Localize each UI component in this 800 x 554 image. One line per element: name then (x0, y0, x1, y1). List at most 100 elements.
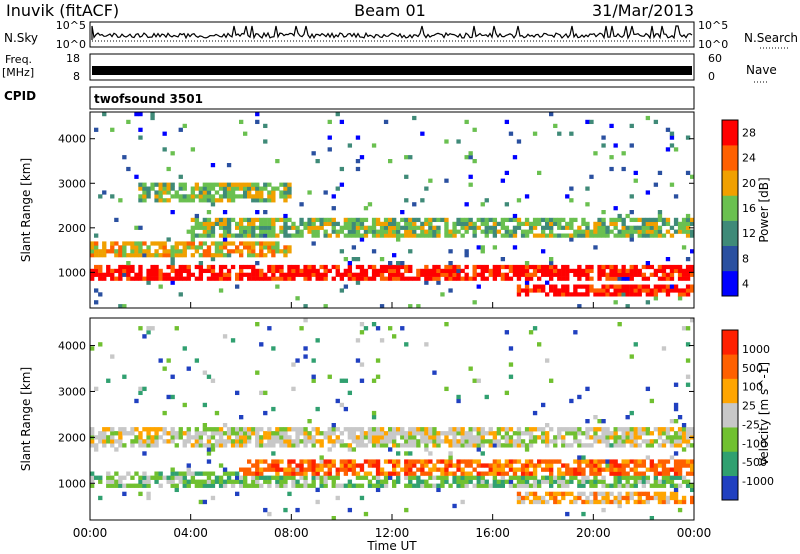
heatmap-cell (392, 233, 397, 238)
heatmap-cell (218, 198, 224, 203)
heatmap-cell (685, 358, 691, 363)
heatmap-cell (247, 194, 252, 199)
heatmap-cell (347, 264, 353, 270)
heatmap-cell (263, 475, 268, 480)
heatmap-cell (222, 229, 228, 234)
heatmap-cell (532, 233, 538, 238)
heatmap-cell (460, 427, 465, 432)
heatmap-cell (492, 268, 498, 274)
heatmap-cell (174, 241, 179, 246)
heatmap-cell (673, 439, 679, 444)
heatmap-cell (537, 217, 542, 223)
heatmap-cell (537, 342, 542, 347)
heatmap-cell (464, 253, 469, 258)
heatmap-cell (625, 499, 630, 505)
heatmap-cell (416, 268, 421, 274)
heatmap-cell (690, 463, 695, 468)
y-tick-label: 2000 (58, 222, 86, 235)
heatmap-cell (685, 213, 691, 219)
heatmap-cell (545, 268, 550, 274)
heatmap-cell (311, 241, 316, 246)
colorbar-swatch (722, 195, 738, 221)
heatmap-cell (460, 499, 465, 505)
heatmap-cell (118, 483, 123, 488)
heatmap-cell (206, 374, 212, 379)
heatmap-cell (408, 249, 413, 254)
heatmap-cell (247, 272, 252, 277)
heatmap-cell (581, 268, 586, 274)
heatmap-cell (154, 479, 159, 484)
heatmap-cell (323, 233, 328, 238)
heatmap-cell (311, 483, 316, 488)
heatmap-cell (291, 276, 296, 281)
heatmap-cell (122, 264, 127, 270)
heatmap-cell (170, 264, 175, 270)
heatmap-cell (339, 467, 345, 472)
heatmap-cell (150, 276, 155, 281)
heatmap-cell (589, 174, 594, 179)
heatmap-cell (436, 225, 441, 230)
heatmap-cell (388, 447, 393, 452)
heatmap-cell (259, 342, 264, 347)
heatmap-cell (565, 443, 570, 448)
heatmap-cell (690, 264, 695, 270)
heatmap-cell (408, 435, 413, 440)
heatmap-cell (605, 272, 610, 277)
heatmap-cell (295, 479, 300, 484)
heatmap-cell (307, 431, 312, 436)
heatmap-cell (343, 427, 349, 432)
heatmap-cell (565, 233, 570, 238)
heatmap-cell (557, 491, 562, 497)
heatmap-cell (573, 435, 578, 440)
heatmap-cell (685, 170, 691, 176)
heatmap-cell (581, 284, 586, 289)
heatmap-cell (315, 471, 320, 476)
heatmap-cell (271, 186, 276, 191)
heatmap-cell (645, 217, 651, 223)
heatmap-cell (404, 174, 409, 179)
heatmap-cell (657, 225, 663, 230)
heatmap-cell (404, 233, 409, 238)
heatmap-cell (504, 225, 510, 230)
heatmap-cell (633, 284, 638, 289)
heatmap-cell (392, 443, 397, 448)
heatmap-cell (335, 186, 340, 191)
heatmap-cell (516, 284, 522, 289)
heatmap-cell (299, 217, 304, 223)
heatmap-cell (677, 435, 683, 440)
heatmap-cell (182, 268, 187, 274)
heatmap-cell (307, 483, 312, 488)
heatmap-cell (553, 264, 558, 270)
heatmap-cell (609, 217, 614, 223)
heatmap-cell (98, 435, 103, 440)
heatmap-cell (311, 439, 316, 444)
heatmap-cell (480, 245, 485, 250)
heatmap-cell (150, 439, 155, 444)
heatmap-cell (408, 443, 413, 448)
heatmap-cell (255, 370, 260, 375)
heatmap-cell (222, 264, 228, 270)
heatmap-cell (210, 221, 216, 227)
heatmap-cell (565, 276, 570, 281)
heatmap-cell (577, 455, 582, 460)
heatmap-cell (681, 225, 687, 230)
heatmap-cell (355, 166, 361, 172)
heatmap-cell (553, 233, 558, 238)
heatmap-cell (110, 479, 115, 484)
heatmap-cell (355, 159, 361, 164)
heatmap-cell (315, 487, 320, 493)
heatmap-cell (122, 249, 127, 254)
heatmap-cell (198, 435, 204, 440)
heatmap-cell (613, 264, 618, 270)
heatmap-cell (657, 459, 663, 464)
heatmap-cell (424, 186, 429, 191)
heatmap-cell (504, 427, 510, 432)
heatmap-cell (468, 431, 473, 436)
heatmap-cell (605, 495, 610, 501)
heatmap-cell (134, 427, 139, 432)
freq-tick-top: 18 (66, 52, 80, 65)
heatmap-cell (335, 483, 340, 488)
heatmap-cell (577, 276, 582, 281)
heatmap-cell (363, 431, 369, 436)
heatmap-cell (319, 467, 324, 472)
